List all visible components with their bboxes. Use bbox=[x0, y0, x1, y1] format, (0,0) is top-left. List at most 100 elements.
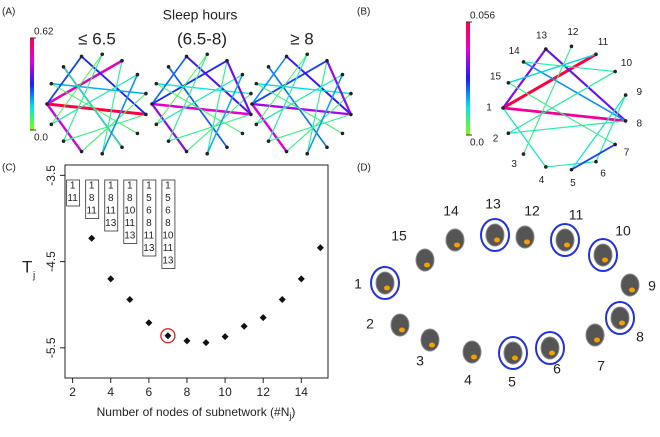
highlight-ring bbox=[480, 218, 510, 252]
brain-activation bbox=[429, 342, 435, 348]
node bbox=[501, 106, 505, 110]
subnetwork-node: 11 bbox=[144, 231, 155, 242]
y-tick-label: -3.5 bbox=[44, 165, 58, 186]
node-label: 13 bbox=[485, 196, 501, 212]
brain-image bbox=[445, 228, 465, 252]
edge bbox=[151, 59, 228, 105]
subnetwork-node: 11 bbox=[67, 193, 78, 204]
subnetwork-node: 10 bbox=[124, 206, 136, 217]
edge bbox=[51, 74, 138, 125]
edge bbox=[63, 113, 147, 142]
brain-image bbox=[485, 223, 505, 247]
node-label: 6 bbox=[600, 168, 606, 179]
subnetwork-node: 6 bbox=[146, 206, 152, 217]
subnetwork-node: 11 bbox=[86, 206, 97, 217]
subnetwork-node: 11 bbox=[163, 243, 174, 254]
brain-activation bbox=[454, 242, 460, 248]
x-tick-label: 6 bbox=[146, 385, 153, 399]
subtitle: (6.5-8) bbox=[177, 29, 227, 48]
y-label-sub: j bbox=[32, 271, 35, 282]
node bbox=[184, 149, 189, 154]
edge bbox=[508, 71, 616, 134]
edge bbox=[306, 60, 328, 154]
point bbox=[297, 275, 305, 283]
edge bbox=[570, 94, 627, 171]
x-tick-label: 14 bbox=[295, 385, 309, 399]
edge bbox=[502, 107, 547, 168]
node bbox=[205, 151, 210, 156]
node-label: 3 bbox=[416, 353, 424, 369]
x-tick-label: 8 bbox=[184, 385, 191, 399]
edge bbox=[306, 74, 344, 155]
node-label: 8 bbox=[636, 329, 644, 345]
node bbox=[49, 81, 54, 86]
subnetwork-node: 8 bbox=[108, 193, 114, 204]
brain-activation bbox=[594, 337, 600, 343]
edge bbox=[255, 53, 308, 125]
node bbox=[250, 102, 254, 106]
highlight-ring bbox=[498, 336, 528, 370]
brain-image bbox=[540, 336, 560, 360]
node bbox=[254, 81, 259, 86]
point bbox=[164, 332, 172, 340]
subnetwork-node: 1 bbox=[89, 181, 95, 192]
edge bbox=[268, 113, 352, 142]
node bbox=[521, 60, 526, 64]
subnetwork-box bbox=[85, 179, 100, 219]
edge bbox=[81, 93, 147, 152]
brain-activation bbox=[524, 239, 530, 245]
brain-activation bbox=[549, 350, 555, 356]
node bbox=[166, 65, 171, 69]
edge bbox=[256, 74, 343, 125]
node bbox=[594, 159, 598, 164]
subnetwork-box bbox=[104, 179, 119, 232]
subnetwork-node: 8 bbox=[165, 218, 171, 229]
node-label: 5 bbox=[570, 178, 576, 189]
node bbox=[184, 54, 189, 59]
edge bbox=[168, 113, 252, 142]
edge bbox=[168, 54, 208, 142]
node-label: 4 bbox=[539, 175, 545, 186]
node bbox=[340, 131, 345, 136]
edge bbox=[80, 55, 147, 116]
colorbar-label: 0.0 bbox=[470, 138, 484, 149]
edge bbox=[325, 60, 352, 115]
subnetwork-node: 11 bbox=[106, 206, 117, 217]
x-tick-label: 12 bbox=[257, 385, 271, 399]
brain-image bbox=[375, 271, 395, 295]
node bbox=[166, 139, 171, 143]
x-tick-label: 2 bbox=[69, 385, 76, 399]
edge bbox=[571, 143, 616, 171]
node bbox=[623, 119, 628, 123]
y-tick-label: -4.5 bbox=[44, 251, 58, 272]
brain-image bbox=[415, 248, 435, 272]
node bbox=[61, 65, 66, 69]
subnetwork-box bbox=[161, 179, 176, 269]
subnetwork-node: 1 bbox=[70, 181, 76, 192]
node bbox=[49, 122, 54, 127]
brain-activation bbox=[564, 242, 570, 248]
point bbox=[221, 333, 229, 341]
highlight-ring bbox=[605, 301, 635, 335]
colorbar-label: 0.0 bbox=[34, 133, 48, 144]
subtitle: ≥ 8 bbox=[290, 29, 314, 48]
edge bbox=[156, 83, 243, 134]
node-label: 12 bbox=[567, 27, 579, 38]
subnetwork-node: 8 bbox=[127, 193, 133, 204]
subnetwork-node: 11 bbox=[125, 218, 136, 229]
edge bbox=[545, 161, 597, 168]
node-label: 7 bbox=[597, 358, 605, 374]
node bbox=[254, 122, 259, 127]
edge bbox=[256, 83, 343, 134]
node-label: 9 bbox=[648, 278, 656, 294]
brain-activation bbox=[619, 320, 625, 326]
edge bbox=[508, 82, 616, 145]
node bbox=[349, 112, 353, 117]
chart-title: Sleep hours bbox=[163, 7, 238, 23]
point bbox=[145, 319, 153, 327]
node bbox=[266, 139, 271, 143]
node-label: 2 bbox=[493, 134, 499, 145]
plot-frame bbox=[64, 164, 329, 379]
x-label-part: ) bbox=[291, 405, 295, 419]
brain-image bbox=[620, 273, 640, 297]
